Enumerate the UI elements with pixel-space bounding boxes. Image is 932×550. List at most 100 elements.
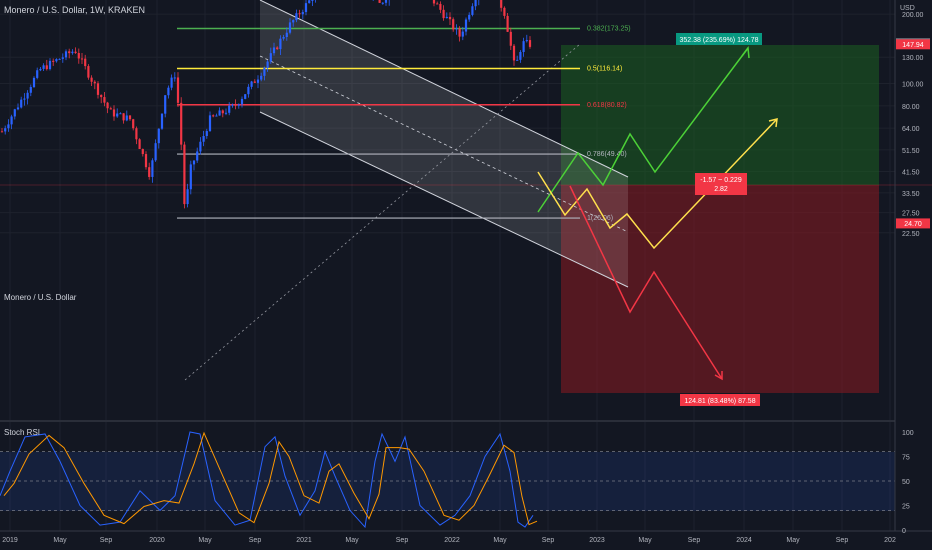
candle-body xyxy=(26,92,29,99)
price-tick-label: 240.00 xyxy=(902,0,924,1)
price-tick-label: 130.00 xyxy=(902,55,924,62)
time-tick-label: 2022 xyxy=(444,537,460,544)
candle-body xyxy=(208,115,212,132)
candle-body xyxy=(525,40,528,42)
time-tick-label: Sep xyxy=(396,537,409,544)
time-axis[interactable]: 2019 May Sep 2020 May Sep 2021 May Sep 2022 May Sep… xyxy=(2,537,896,544)
ratio-label-text: -1.57 ~ 0.229 xyxy=(700,177,742,184)
candle-body xyxy=(288,22,292,33)
candle-body xyxy=(64,51,68,58)
rsi-tick-label: 25 xyxy=(902,504,910,511)
price-tick-label: 22.50 xyxy=(902,231,920,238)
candle-body xyxy=(157,128,160,144)
candle-body xyxy=(170,77,173,88)
projection-paths xyxy=(537,46,778,381)
time-tick-label: Sep xyxy=(688,537,701,544)
candle-body xyxy=(202,135,205,142)
time-tick-label: 2020 xyxy=(149,537,165,544)
time-tick-label: May xyxy=(786,537,800,544)
candle-body xyxy=(244,94,247,99)
candle-body xyxy=(458,28,461,37)
candle-body xyxy=(164,95,167,114)
symbol-label: Monero / U.S. Dollar xyxy=(4,293,77,302)
time-tick-label: May xyxy=(345,537,359,544)
candle-body xyxy=(109,108,112,110)
fib-retracement: 0(517.60)0.214(273.03)0.382(173.25)0.5(1… xyxy=(177,26,631,222)
candle-body xyxy=(436,3,439,5)
candle-body xyxy=(512,45,516,61)
time-tick-label: May xyxy=(198,537,212,544)
candle-body xyxy=(45,65,48,70)
price-tick-label: 51.50 xyxy=(902,148,920,155)
time-tick-label: Sep xyxy=(542,537,555,544)
stop-label-text: 124.81 (83.48%) 87.58 xyxy=(684,398,755,405)
candle-body xyxy=(506,15,509,32)
candle-body xyxy=(36,70,39,78)
fib-level-label: 0.5(116.14) xyxy=(587,66,622,73)
stop-label: 124.81 (83.48%) 87.58 xyxy=(680,394,760,406)
fib-level-label: 0.786(49.40) xyxy=(587,151,627,158)
candle-body xyxy=(106,102,109,109)
stoch-rsi-d-line xyxy=(3,431,538,526)
candle-body xyxy=(116,113,119,117)
candle-body xyxy=(112,109,116,117)
price-badge xyxy=(896,218,930,229)
candle-body xyxy=(32,77,36,88)
candle-body xyxy=(151,160,154,177)
rsi-tick-label: 0 xyxy=(902,528,906,535)
candle-body xyxy=(20,99,23,108)
candle-body xyxy=(128,115,132,120)
candle-body xyxy=(39,68,42,71)
candle-body xyxy=(48,60,52,70)
candle-body xyxy=(301,12,304,15)
candle-body xyxy=(218,110,221,116)
yellow-arrow-head xyxy=(768,118,778,128)
rsi-axis[interactable]: 100 75 50 25 0 xyxy=(902,430,914,535)
price-axis[interactable]: 600.00480.00380.00300.00240.00200.00130.… xyxy=(902,0,924,238)
candle-body xyxy=(196,151,199,161)
rsi-tick-label: 75 xyxy=(902,455,910,462)
channel-mid-line xyxy=(259,55,629,233)
candle-body xyxy=(42,65,45,69)
candle-body xyxy=(445,16,448,19)
candle-body xyxy=(221,110,224,114)
time-tick-label: May xyxy=(493,537,507,544)
candle-body xyxy=(250,81,253,87)
candle-body xyxy=(199,141,202,152)
candle-body xyxy=(0,131,4,133)
candle-body xyxy=(471,6,474,15)
candle-body xyxy=(234,104,237,106)
time-tick-label: Sep xyxy=(836,537,849,544)
candle-body xyxy=(269,53,272,62)
time-tick-label: 2019 xyxy=(2,537,18,544)
candle-body xyxy=(439,3,442,10)
candle-body xyxy=(68,51,71,54)
candle-body xyxy=(61,57,64,59)
time-tick-label: 202 xyxy=(884,537,896,544)
candle-body xyxy=(378,0,381,3)
candle-body xyxy=(276,47,279,50)
candle-body xyxy=(103,97,106,103)
candle-body xyxy=(240,98,244,105)
candle-body xyxy=(180,102,183,145)
candle-body xyxy=(87,66,90,78)
candle-body xyxy=(237,104,240,106)
candle-body xyxy=(266,61,269,68)
time-tick-label: Sep xyxy=(249,537,262,544)
fib-level-label: 0.382(173.25) xyxy=(587,26,631,33)
channel-bottom-line xyxy=(259,111,629,288)
price-tick-label: 80.00 xyxy=(902,104,920,111)
green-arrow-head xyxy=(741,46,750,59)
candle-body xyxy=(160,113,164,129)
price-tick-label: 100.00 xyxy=(902,82,924,89)
candle-body xyxy=(125,115,128,121)
red-arrow-head xyxy=(714,371,723,381)
green-projection-path xyxy=(537,47,749,213)
time-tick-label: May xyxy=(53,537,67,544)
red-projection-path xyxy=(569,185,723,380)
candle-body xyxy=(384,0,388,3)
rsi-tick-label: 50 xyxy=(902,479,910,486)
price-badge-label: 147.94 xyxy=(902,42,924,49)
